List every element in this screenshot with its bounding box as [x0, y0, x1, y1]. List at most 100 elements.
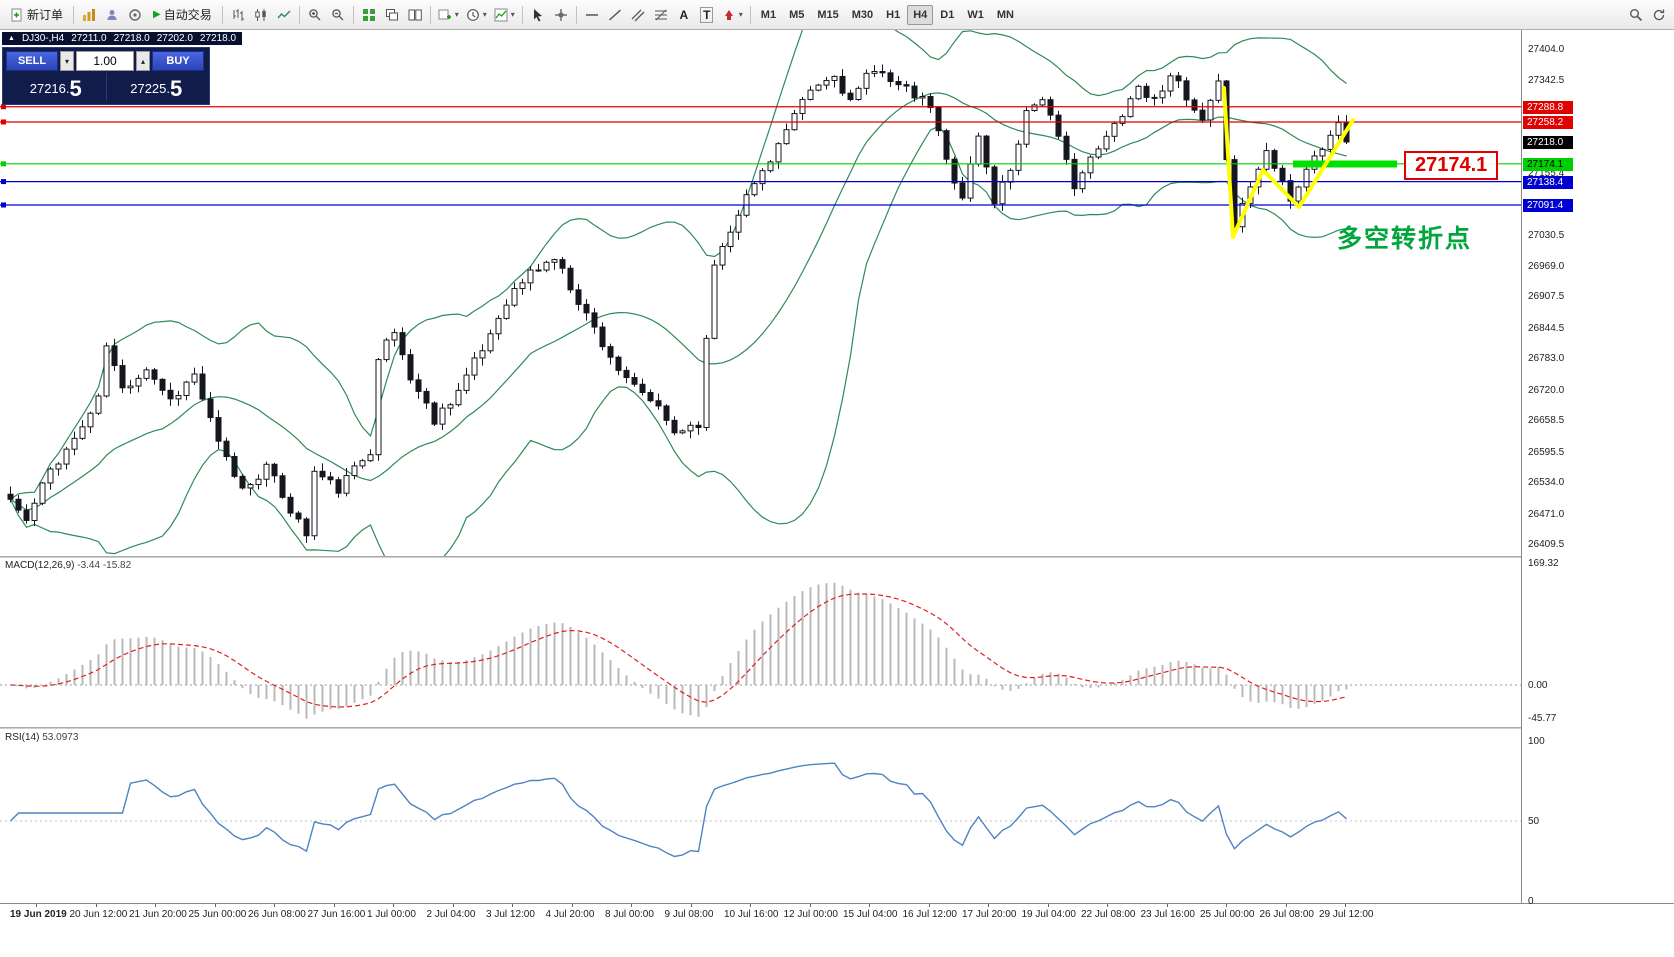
price-callout[interactable]: 27174.1: [1404, 151, 1499, 180]
arrows-button[interactable]: ▾: [719, 4, 746, 26]
volume-down-button[interactable]: ▾: [60, 51, 74, 71]
time-tick: [1107, 904, 1108, 907]
macd-values: -3.44 -15.82: [77, 560, 132, 571]
tf-m5-button[interactable]: M5: [783, 5, 810, 25]
volume-up-button[interactable]: ▴: [136, 51, 150, 71]
text-label-button[interactable]: T: [696, 4, 718, 26]
search-button[interactable]: [1625, 4, 1647, 26]
market-watch-button[interactable]: [78, 4, 100, 26]
axis-label: 50: [1528, 816, 1540, 827]
line-chart-button[interactable]: [273, 4, 295, 26]
fibonacci-button[interactable]: [650, 4, 672, 26]
refresh-icon: [1653, 9, 1665, 20]
horizontal-line-button[interactable]: [581, 4, 603, 26]
trendline-icon: [608, 8, 621, 21]
axis-label: -45.77: [1528, 712, 1557, 724]
time-label: 23 Jul 16:00: [1140, 909, 1196, 920]
profile-button[interactable]: [101, 4, 123, 26]
candlestick-button[interactable]: [250, 4, 272, 26]
tf-m15-button[interactable]: M15: [811, 5, 844, 25]
bid-main: 27216.: [29, 81, 70, 96]
level-price-marker: 27258.2: [1523, 115, 1573, 129]
arrange-windows-button[interactable]: [404, 4, 426, 26]
time-tick: [1047, 904, 1049, 907]
sell-button[interactable]: SELL: [6, 51, 58, 71]
tf-w1-button[interactable]: W1: [961, 5, 990, 25]
one-click-divider: [105, 73, 107, 101]
axis-label: 26658.5: [1528, 415, 1565, 427]
new-chart-button[interactable]: ▾: [435, 4, 462, 26]
time-tick: [36, 904, 37, 907]
time-tick: [512, 904, 513, 907]
axis-label: 27342.5: [1528, 75, 1565, 87]
time-tick: [1166, 904, 1168, 907]
text-button[interactable]: A: [673, 4, 695, 26]
volume-input[interactable]: [76, 51, 134, 71]
tile-windows-icon: [362, 8, 375, 21]
time-tick: [1285, 904, 1287, 907]
zoom-out-button[interactable]: [327, 4, 349, 26]
cursor-button[interactable]: [527, 4, 549, 26]
toolbar-separator: [298, 5, 300, 24]
collapse-icon[interactable]: ▲: [8, 35, 15, 42]
open-value: 27211.0: [71, 33, 107, 44]
zoom-in-icon: [308, 8, 321, 20]
time-tick: [452, 904, 454, 907]
toolbar-separator: [352, 5, 354, 24]
axis-label: 27404.0: [1528, 44, 1565, 56]
headset-icon: [129, 8, 141, 21]
tile-windows-button[interactable]: [358, 4, 380, 26]
bid-price[interactable]: 27216. 5: [6, 73, 106, 101]
buy-button[interactable]: BUY: [152, 51, 204, 71]
channel-button[interactable]: [627, 4, 649, 26]
new-chart-icon: [438, 9, 451, 19]
time-tick: [809, 904, 811, 907]
axis-label: 169.32: [1528, 558, 1559, 570]
tf-d1-button[interactable]: D1: [934, 5, 960, 25]
bar-stack-icon: [83, 8, 96, 21]
bid-big-digit: 5: [69, 76, 82, 101]
price-axis[interactable]: 27404.0 27342.5 27155.4 27030.5 26969.0 26907…: [1521, 30, 1674, 907]
tf-m1-button[interactable]: M1: [755, 5, 782, 25]
new-order-label: 新订单: [27, 8, 64, 22]
chevron-down-icon: ▾: [482, 10, 487, 19]
tf-h1-button[interactable]: H1: [880, 5, 906, 25]
channel-icon: [631, 9, 645, 21]
autotrading-button[interactable]: ▶ 自动交易: [147, 4, 218, 26]
text-icon: A: [679, 7, 689, 22]
trendline-button[interactable]: [604, 4, 626, 26]
crosshair-button[interactable]: [550, 4, 572, 26]
tf-h4-button[interactable]: H4: [907, 4, 934, 25]
level-price-marker: 27288.8: [1523, 100, 1573, 114]
cascade-windows-button[interactable]: [381, 4, 403, 26]
axis-label: 27155.4: [1528, 168, 1565, 180]
rsi-label: RSI(14) 53.0973: [5, 732, 79, 743]
zoom-in-button[interactable]: [304, 4, 326, 26]
arrow-shape-icon: [724, 9, 733, 20]
indicators-button[interactable]: ▾: [491, 4, 518, 26]
rsi-panel[interactable]: [0, 729, 1521, 903]
price-chart[interactable]: [0, 0, 1521, 575]
horizontal-line-icon: [585, 13, 598, 16]
toolbar-separator: [429, 5, 431, 24]
new-order-button[interactable]: 新订单: [4, 4, 69, 26]
time-tick: [571, 904, 573, 907]
time-tick: [1226, 904, 1227, 907]
ask-price[interactable]: 27225. 5: [107, 73, 207, 101]
time-axis[interactable]: 19 Jun 2019 20 Jun 12:00 21 Jun 20:00 25 Ju…: [0, 903, 1674, 925]
axis-label: 26844.5: [1528, 322, 1565, 334]
ohlc-bars-icon: [233, 8, 244, 21]
period-button[interactable]: ▾: [463, 4, 490, 26]
macd-panel[interactable]: [0, 558, 1521, 727]
time-tick: [95, 904, 97, 907]
panel-divider[interactable]: [0, 727, 1674, 729]
terminal-button[interactable]: [124, 4, 146, 26]
tf-mn-button[interactable]: MN: [991, 5, 1020, 25]
refresh-button[interactable]: [1648, 4, 1670, 26]
ohlc-bars-button[interactable]: [227, 4, 249, 26]
panel-divider[interactable]: [0, 556, 1674, 558]
chart-note[interactable]: 多空转折点: [1337, 225, 1473, 253]
axis-label: 100: [1528, 736, 1545, 747]
indicators-icon: [494, 8, 508, 21]
tf-m30-button[interactable]: M30: [846, 5, 879, 25]
